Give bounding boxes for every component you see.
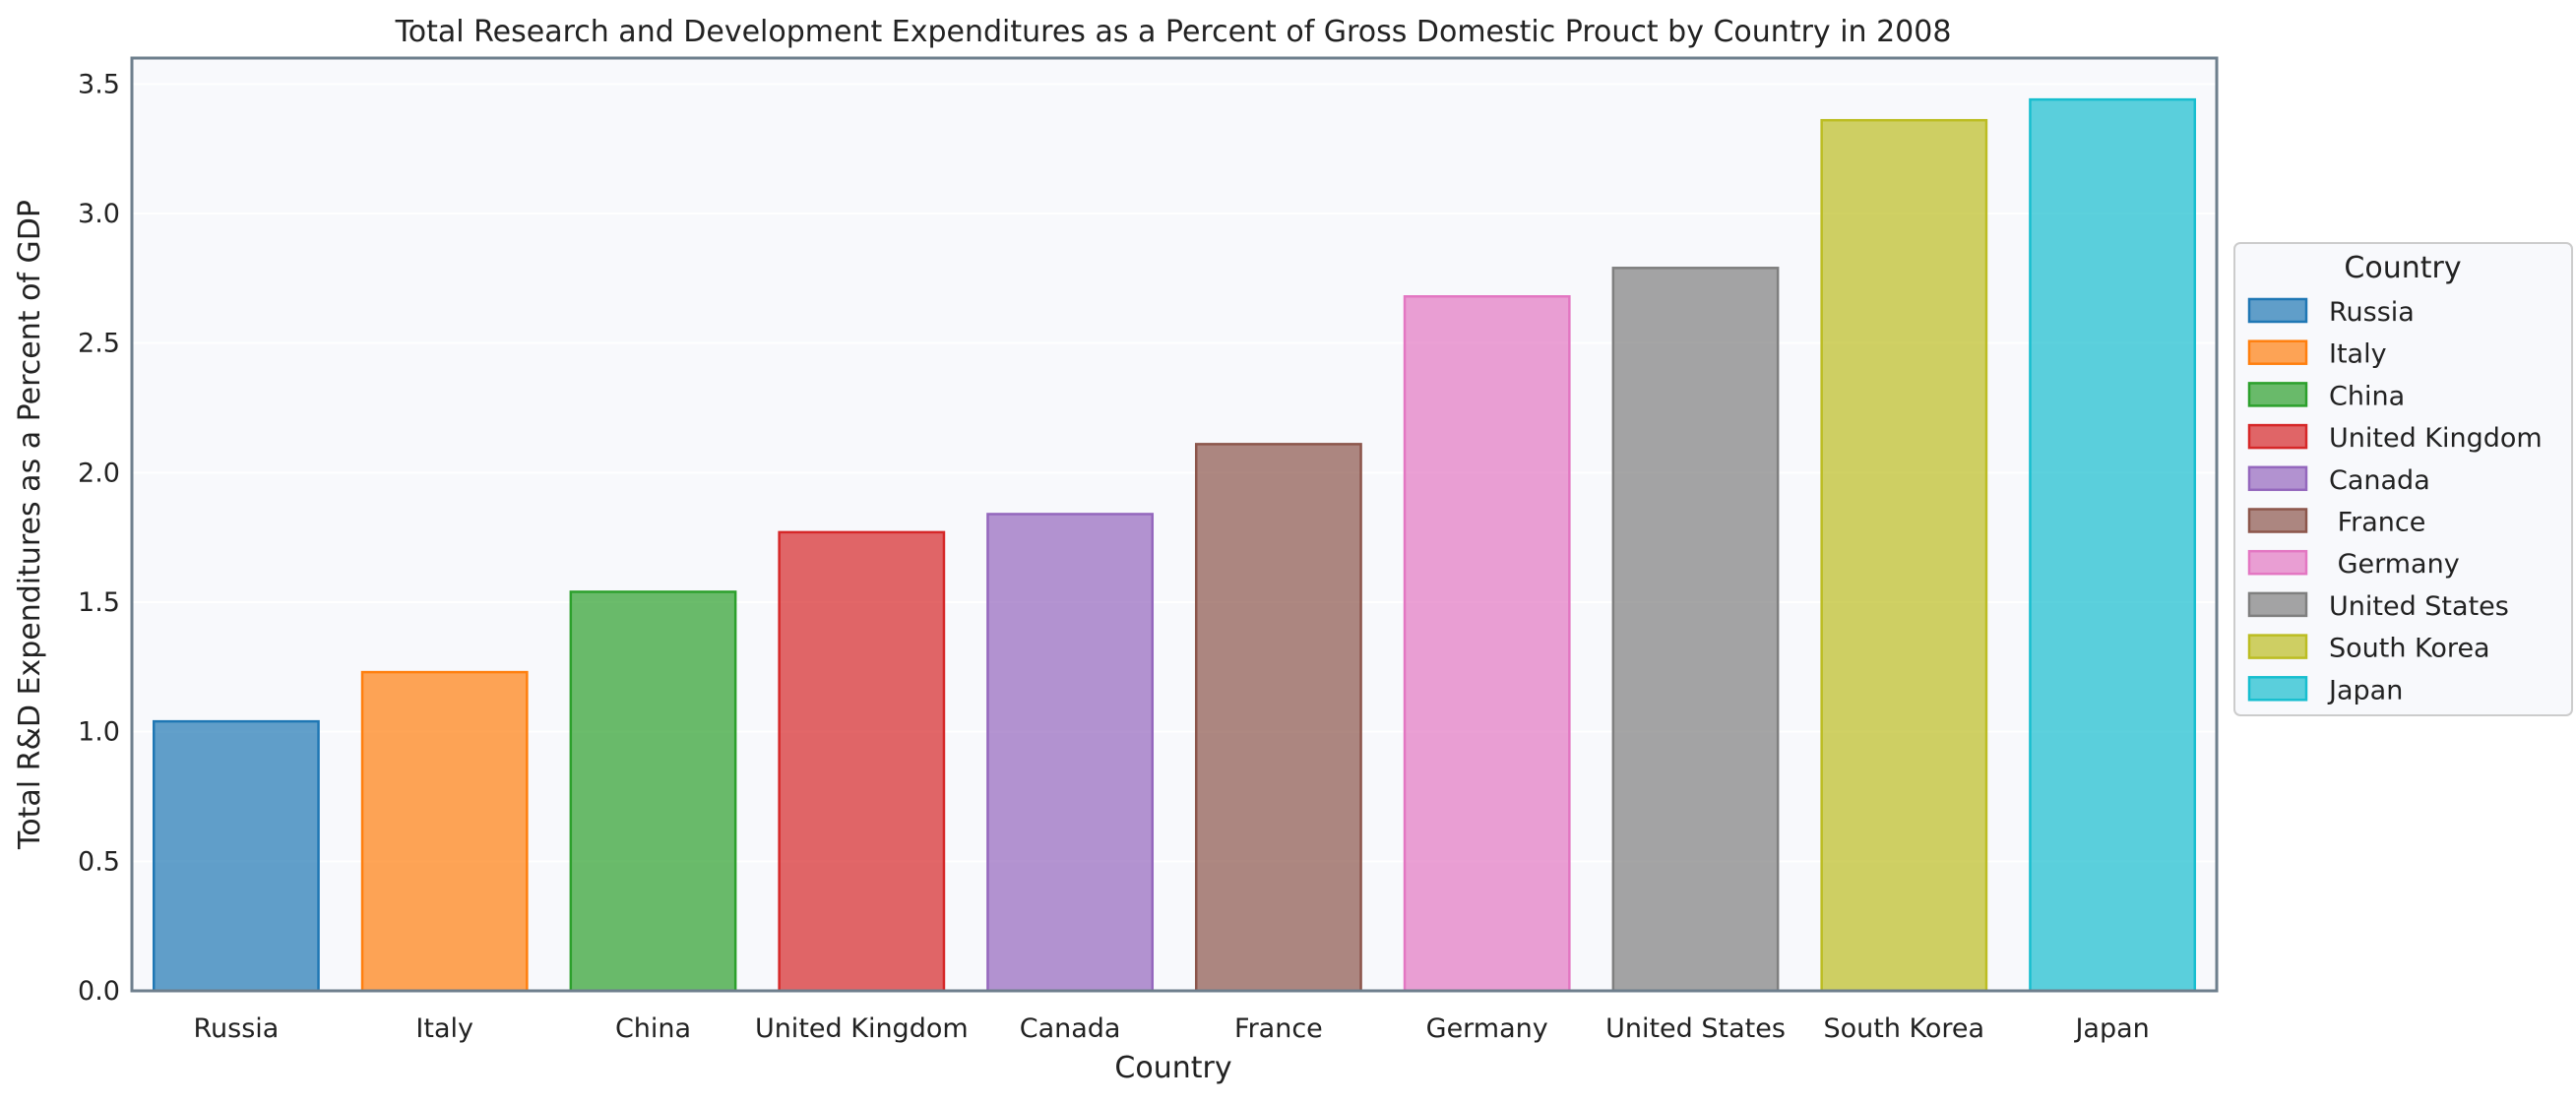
- legend-swatch: [2247, 382, 2308, 407]
- y-tick-label: 2.5: [78, 329, 120, 359]
- legend-label: China: [2329, 381, 2405, 411]
- bar: [1820, 118, 1988, 993]
- x-tick-label: South Korea: [1823, 1013, 1984, 1044]
- y-tick-label: 3.0: [78, 199, 120, 229]
- x-tick-label: Japan: [2073, 1013, 2149, 1044]
- legend-swatch: [2247, 297, 2308, 324]
- legend-label: United Kingdom: [2329, 423, 2543, 454]
- x-tick-label: France: [1234, 1013, 1323, 1044]
- bar: [152, 719, 320, 993]
- chart-title: Total Research and Development Expenditu…: [395, 15, 1952, 49]
- x-axis-label: Country: [1114, 1051, 1231, 1085]
- x-tick-label: Russia: [193, 1013, 279, 1044]
- y-tick-label: 1.0: [78, 717, 120, 748]
- legend-label: Russia: [2329, 297, 2415, 328]
- legend-label: France: [2329, 508, 2425, 538]
- x-tick-label: Canada: [1020, 1013, 1121, 1044]
- bar: [2029, 97, 2197, 993]
- plot-frame: [130, 56, 2219, 993]
- y-tick-label: 2.0: [78, 458, 120, 488]
- y-axis-ticks: 0.0 0.5 1.0 1.5 2.0 2.5 3.0 3.5: [78, 69, 120, 1007]
- x-tick-label: Italy: [415, 1013, 473, 1044]
- legend-swatch: [2247, 465, 2308, 492]
- legend-label: Italy: [2329, 339, 2387, 370]
- bar: [986, 513, 1155, 993]
- y-axis-label: Total R&D Expenditures as a Percent of G…: [13, 200, 47, 850]
- y-tick-label: 1.5: [78, 587, 120, 618]
- bar: [1194, 443, 1362, 993]
- legend-label: Canada: [2329, 465, 2430, 496]
- legend-title: Country: [2344, 251, 2461, 285]
- bar: [778, 530, 946, 993]
- bar: [1611, 267, 1780, 993]
- legend-swatch: [2247, 676, 2308, 702]
- bar: [360, 670, 529, 993]
- legend-label: South Korea: [2329, 634, 2490, 664]
- legend-label: Germany: [2329, 549, 2460, 580]
- legend-label: United States: [2329, 591, 2509, 622]
- legend-box: [2233, 242, 2573, 716]
- legend-swatch: [2247, 339, 2308, 365]
- y-tick-label: 0.5: [78, 846, 120, 877]
- legend-swatch: [2247, 508, 2308, 533]
- legend-entries: Russia Italy China United Kingdom Canada Fra…: [2247, 297, 2543, 705]
- bar: [1403, 295, 1571, 993]
- x-tick-label: United States: [1605, 1013, 1786, 1044]
- legend-label: Japan: [2327, 675, 2403, 705]
- x-tick-label: China: [615, 1013, 691, 1044]
- legend-swatch: [2247, 423, 2308, 450]
- y-tick-label: 3.5: [78, 69, 120, 99]
- legend-swatch: [2247, 634, 2308, 659]
- legend-swatch: [2247, 591, 2308, 618]
- bars: [152, 97, 2197, 993]
- legend-swatch: [2247, 549, 2308, 576]
- x-axis-ticks: Russia Italy China United Kingdom Canada Fran…: [193, 1013, 2149, 1044]
- x-tick-label: Germany: [1426, 1013, 1548, 1044]
- legend: Country Russia Italy China United Kingdom Ca…: [2233, 242, 2573, 716]
- x-tick-label: United Kingdom: [755, 1013, 969, 1044]
- bar: [569, 590, 737, 993]
- y-tick-label: 0.0: [78, 976, 120, 1007]
